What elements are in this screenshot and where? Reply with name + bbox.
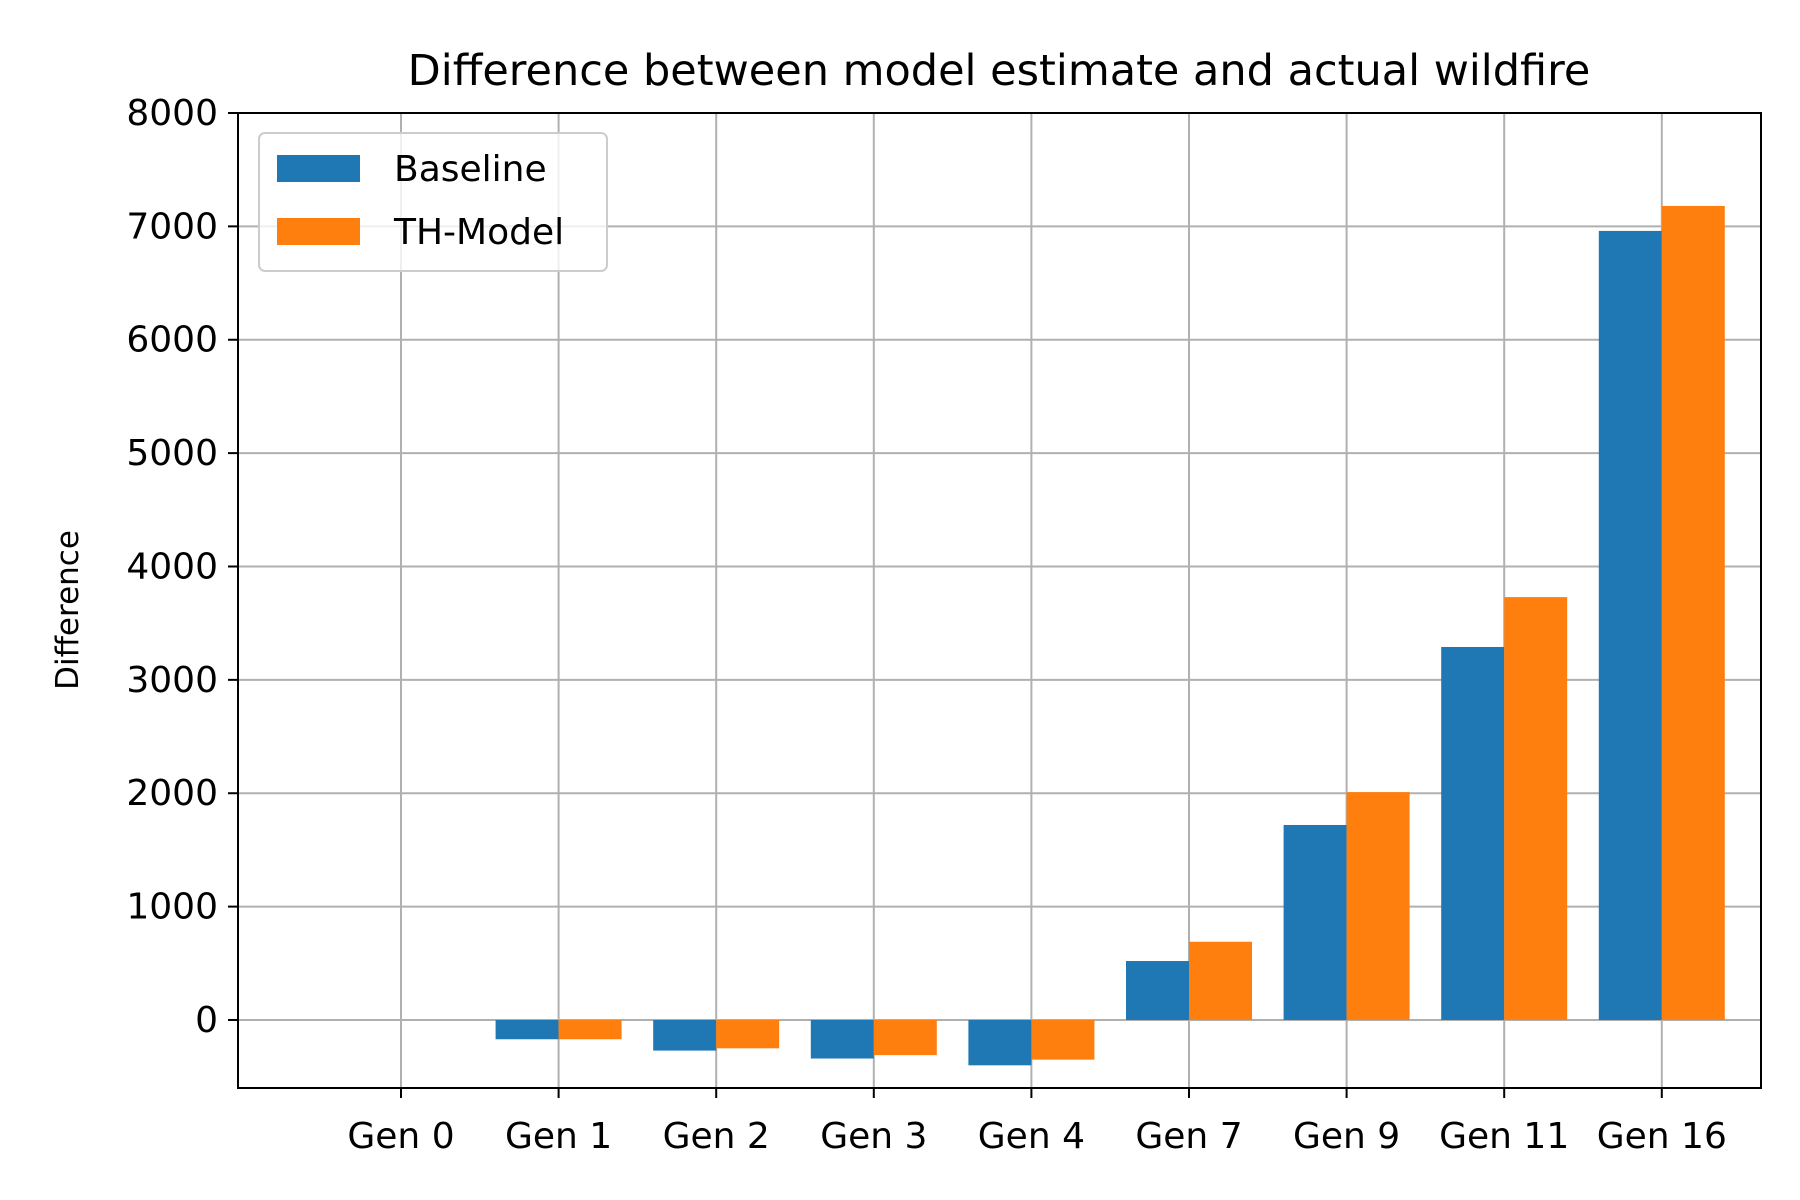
bar-baseline-gen-16 xyxy=(1598,230,1662,1020)
bar-th-model-gen-7 xyxy=(1189,941,1252,1020)
x-tick-label: Gen 16 xyxy=(1597,1116,1727,1157)
x-tick-label: Gen 0 xyxy=(347,1116,454,1157)
y-tick-label: 3000 xyxy=(126,660,218,701)
bar-baseline-gen-4 xyxy=(968,1019,1032,1066)
bar-th-model-gen-4 xyxy=(1031,1019,1095,1060)
bar-th-model-gen-9 xyxy=(1346,792,1410,1020)
legend-swatch-0 xyxy=(277,155,360,182)
bar-baseline-gen-3 xyxy=(810,1019,874,1059)
legend-label: TH-Model xyxy=(393,212,564,253)
x-tick-label: Gen 9 xyxy=(1293,1116,1400,1157)
bar-th-model-gen-3 xyxy=(873,1019,937,1056)
y-axis: 0 1000 2000 3000 4000 5000 6000 7000 8000 xyxy=(126,93,238,1041)
bar-baseline-gen-7 xyxy=(1126,961,1189,1020)
y-axis-label: Difference xyxy=(50,530,86,690)
x-axis: Gen 0 Gen 1 Gen 2 Gen 3 Gen 4 Gen 7 Gen 9 Gen 1… xyxy=(347,1088,1727,1157)
plot-frame xyxy=(237,112,1762,1089)
chart-title: Difference between model estimate and ac… xyxy=(408,46,1591,96)
y-tick-label: 6000 xyxy=(126,320,218,361)
bar-th-model-gen-1 xyxy=(558,1019,622,1040)
bar-baseline-gen-11 xyxy=(1441,646,1505,1020)
bars xyxy=(495,205,1725,1066)
y-tick-label: 7000 xyxy=(126,206,218,247)
legend-label: Baseline xyxy=(394,149,547,190)
x-tick-label: Gen 2 xyxy=(663,1116,770,1157)
legend: Baseline TH-Model xyxy=(258,132,608,272)
y-tick-label: 1000 xyxy=(126,887,218,928)
y-tick-label: 0 xyxy=(195,1000,218,1041)
bar-th-model-gen-11 xyxy=(1504,597,1568,1020)
bar-baseline-gen-1 xyxy=(495,1019,559,1040)
bar-th-model-gen-16 xyxy=(1661,205,1725,1020)
y-tick-label: 2000 xyxy=(126,773,218,814)
bar-baseline-gen-2 xyxy=(653,1019,717,1051)
x-tick-label: Gen 1 xyxy=(505,1116,612,1157)
y-tick-label: 8000 xyxy=(126,93,218,134)
y-tick-label: 5000 xyxy=(126,433,218,474)
x-tick-label: Gen 11 xyxy=(1439,1116,1569,1157)
x-tick-label: Gen 7 xyxy=(1135,1116,1242,1157)
bar-th-model-gen-2 xyxy=(716,1019,780,1049)
x-tick-label: Gen 3 xyxy=(820,1116,927,1157)
legend-swatch-1 xyxy=(277,218,360,245)
bar-baseline-gen-9 xyxy=(1283,824,1347,1020)
y-tick-label: 4000 xyxy=(126,546,218,587)
x-tick-label: Gen 4 xyxy=(978,1116,1085,1157)
